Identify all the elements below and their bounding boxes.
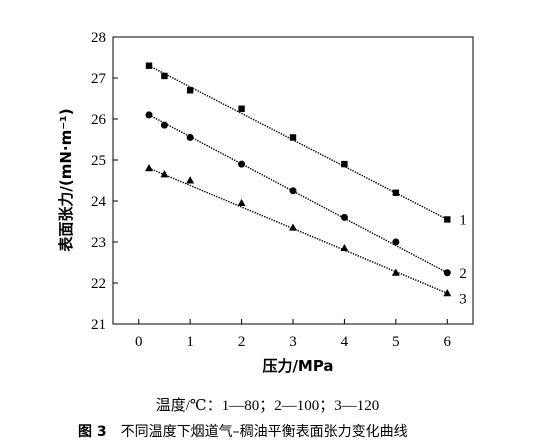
- series-label-1: 1: [459, 212, 467, 228]
- circle-marker: [443, 269, 451, 277]
- triangle-marker: [160, 170, 169, 178]
- triangle-marker: [186, 176, 195, 184]
- y-tick-label: 28: [91, 30, 106, 46]
- triangle-marker: [237, 198, 246, 207]
- circle-marker: [238, 160, 246, 168]
- triangle-marker: [145, 164, 153, 172]
- x-tick-label: 1: [186, 334, 194, 350]
- square-marker: [186, 87, 194, 94]
- circle-marker: [392, 238, 400, 246]
- figure-caption: 图 3 不同温度下烟道气–稠油平衡表面张力变化曲线: [78, 421, 408, 441]
- circle-marker: [145, 111, 153, 119]
- triangle-marker: [443, 289, 452, 297]
- fit-lines: [148, 65, 448, 294]
- fit-line-series-2: [148, 114, 448, 274]
- square-marker: [392, 189, 400, 196]
- series-label-3: 3: [459, 291, 467, 307]
- data-markers: [145, 62, 452, 297]
- circle-marker: [160, 121, 168, 129]
- square-marker: [145, 62, 153, 69]
- square-marker: [238, 105, 245, 112]
- x-tick-label: 5: [392, 334, 400, 350]
- y-tick-label: 27: [91, 71, 107, 87]
- circle-marker: [340, 213, 348, 221]
- x-axis-title: 压力/MPa: [262, 357, 333, 375]
- square-marker: [444, 216, 451, 223]
- triangle-marker: [391, 268, 400, 276]
- y-axis-ticks: 21 22 23 24 25 26 27 28: [91, 30, 118, 333]
- y-tick-label: 24: [91, 194, 107, 210]
- square-marker: [161, 72, 168, 80]
- y-tick-label: 23: [91, 235, 106, 251]
- circle-marker: [289, 187, 297, 195]
- y-tick-label: 21: [91, 317, 106, 333]
- x-tick-label: 3: [289, 334, 297, 350]
- fit-line-series-1: [148, 65, 448, 221]
- triangle-marker: [289, 223, 297, 231]
- y-tick-label: 22: [91, 276, 106, 292]
- x-tick-label: 4: [341, 334, 349, 350]
- x-tick-label: 6: [444, 334, 452, 350]
- x-tick-label: 2: [238, 334, 246, 350]
- series-label-2: 2: [459, 266, 467, 282]
- x-tick-label: 0: [135, 334, 143, 350]
- temperature-legend-note: 温度/℃：1—80；2—100；3—120: [155, 398, 380, 414]
- y-axis-title: 表面张力/(mN·m⁻¹): [57, 108, 75, 251]
- circle-marker: [186, 133, 194, 141]
- square-marker: [341, 160, 348, 168]
- square-marker: [289, 134, 297, 141]
- fit-line-series-3: [148, 167, 448, 294]
- y-tick-label: 25: [91, 153, 106, 169]
- series-labels: 1 2 3: [459, 212, 467, 307]
- figure-caption-text: 不同温度下烟道气–稠油平衡表面张力变化曲线: [120, 424, 408, 440]
- y-tick-label: 26: [91, 112, 107, 128]
- triangle-marker: [340, 243, 349, 252]
- x-axis-ticks: 0 1 2 3 4 5 6: [135, 319, 452, 350]
- figure-number: 图 3: [78, 424, 107, 440]
